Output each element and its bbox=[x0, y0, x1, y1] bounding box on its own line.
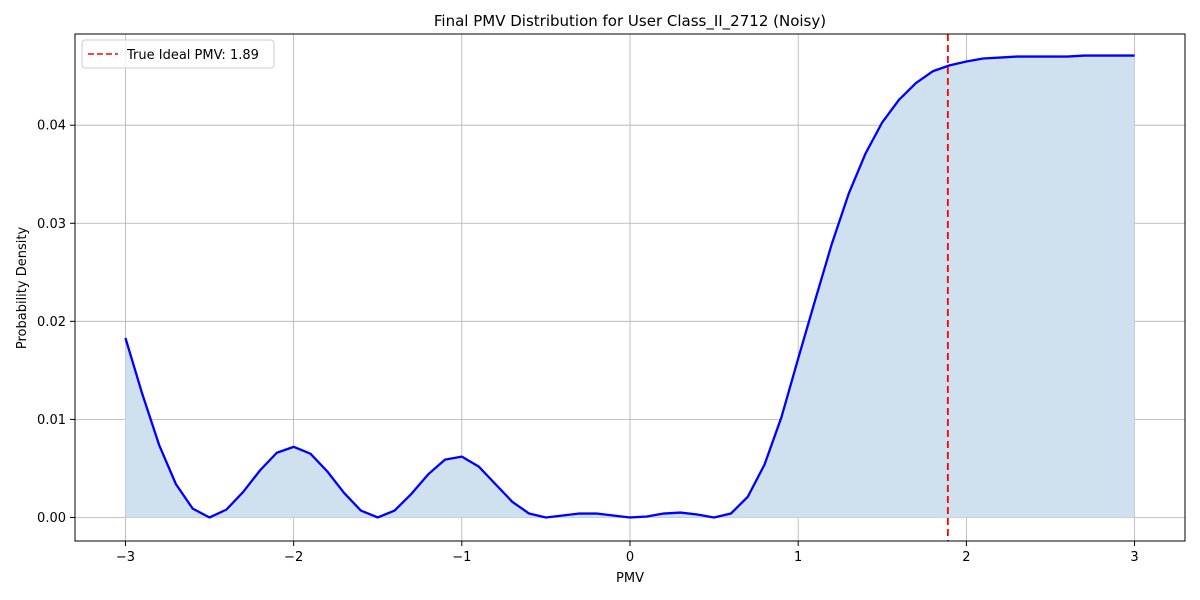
x-tick-label: 1 bbox=[794, 550, 802, 565]
x-tick-label: 0 bbox=[626, 550, 634, 565]
legend-box bbox=[81, 39, 275, 69]
plot-data bbox=[124, 34, 1135, 541]
y-tick-label: 0.00 bbox=[37, 511, 66, 526]
y-tick-label: 0.02 bbox=[37, 315, 66, 330]
y-axis-label: Probability Density bbox=[15, 227, 30, 350]
x-tick-label: −2 bbox=[284, 550, 303, 565]
x-tick-label: 2 bbox=[962, 550, 970, 565]
axis-ticks: −3 −2 −1 0 1 2 3 0.00 0.01 0.02 0.03 0.04 bbox=[37, 119, 1139, 565]
chart-title: Final PMV Distribution for User Class_II… bbox=[434, 12, 826, 31]
x-tick-label: 3 bbox=[1130, 550, 1138, 565]
x-tick-label: −1 bbox=[452, 550, 471, 565]
x-axis-label: PMV bbox=[616, 571, 644, 586]
legend-label-reference-line: True Ideal PMV: 1.89 bbox=[126, 48, 259, 63]
x-tick-label: −3 bbox=[116, 550, 135, 565]
density-area bbox=[125, 55, 1135, 518]
y-tick-label: 0.04 bbox=[37, 119, 66, 134]
legend: True Ideal PMV: 1.89 bbox=[81, 39, 275, 69]
density-line bbox=[124, 54, 1135, 519]
y-tick-label: 0.01 bbox=[37, 413, 66, 428]
y-tick-label: 0.03 bbox=[37, 217, 66, 232]
